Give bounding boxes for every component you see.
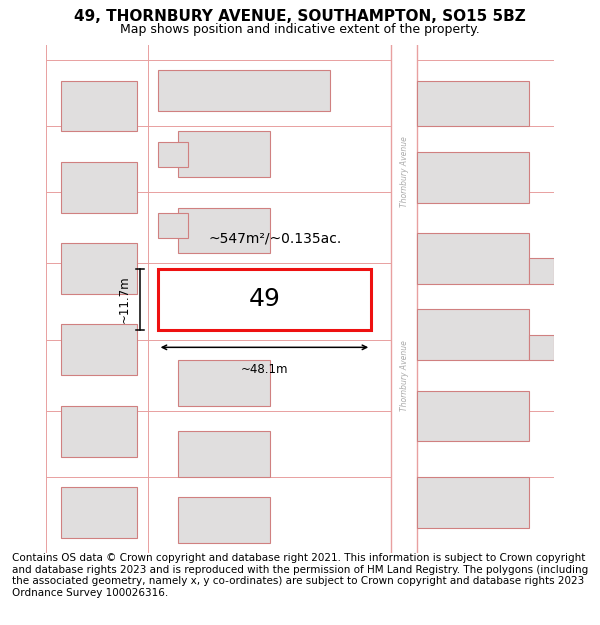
- Bar: [61, 243, 137, 294]
- Bar: [61, 406, 137, 457]
- Bar: [417, 309, 529, 360]
- Bar: [417, 152, 529, 202]
- Bar: [158, 269, 371, 329]
- Bar: [61, 324, 137, 375]
- Text: Map shows position and indicative extent of the property.: Map shows position and indicative extent…: [120, 23, 480, 36]
- Bar: [417, 391, 529, 441]
- Text: 49: 49: [248, 287, 280, 311]
- Bar: [178, 360, 269, 406]
- Bar: [158, 71, 331, 111]
- Text: 49, THORNBURY AVENUE, SOUTHAMPTON, SO15 5BZ: 49, THORNBURY AVENUE, SOUTHAMPTON, SO15 …: [74, 9, 526, 24]
- Bar: [61, 81, 137, 131]
- Bar: [178, 431, 269, 477]
- Bar: [61, 162, 137, 212]
- Bar: [417, 233, 529, 284]
- Bar: [178, 208, 269, 253]
- Text: ~11.7m: ~11.7m: [118, 275, 131, 323]
- Bar: [178, 498, 269, 543]
- Text: ~48.1m: ~48.1m: [241, 362, 288, 376]
- Bar: [158, 213, 188, 238]
- Bar: [158, 141, 188, 167]
- Bar: [391, 45, 417, 553]
- Bar: [61, 487, 137, 538]
- Bar: [178, 131, 269, 177]
- Bar: [529, 334, 554, 360]
- Bar: [158, 289, 188, 314]
- Text: Thornbury Avenue: Thornbury Avenue: [400, 340, 409, 411]
- Text: Thornbury Avenue: Thornbury Avenue: [400, 137, 409, 208]
- Text: ~547m²/~0.135ac.: ~547m²/~0.135ac.: [208, 231, 342, 245]
- Bar: [417, 81, 529, 126]
- Bar: [417, 477, 529, 528]
- Text: Contains OS data © Crown copyright and database right 2021. This information is : Contains OS data © Crown copyright and d…: [12, 553, 588, 598]
- Bar: [529, 258, 554, 284]
